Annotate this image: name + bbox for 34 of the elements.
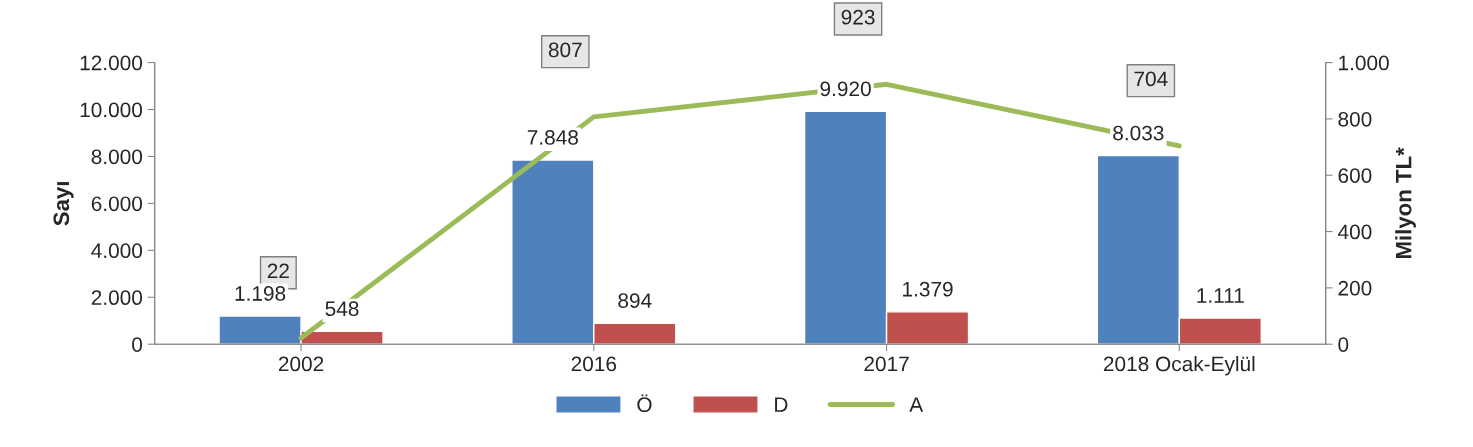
- data-label: 1.379: [903, 281, 953, 297]
- data-label: 894: [618, 293, 652, 308]
- y-tick-label: 4.000: [91, 243, 143, 259]
- data-label: 807: [548, 42, 582, 58]
- y-axis-title: Sayı: [53, 182, 74, 226]
- legend-label: A: [909, 397, 924, 412]
- data-label: 9.920: [820, 81, 871, 97]
- x-tick-label: 2002: [278, 356, 324, 372]
- data-label: 1.198: [235, 286, 286, 301]
- data-label: 7.848: [527, 130, 578, 145]
- y-tick-label: 12.000: [80, 55, 143, 71]
- y2-tick-label: 800: [1338, 111, 1372, 127]
- y-tick-label: 10.000: [80, 102, 143, 118]
- y-tick-label: 0: [132, 337, 143, 352]
- data-label: 704: [1134, 71, 1168, 87]
- x-tick-label: 2018 Ocak-Eylül: [1103, 356, 1255, 376]
- data-label: 8.033: [1113, 125, 1164, 141]
- data-label: 1.111: [1197, 288, 1244, 303]
- y-tick-label: 6.000: [91, 196, 143, 212]
- data-label: 22: [267, 263, 289, 279]
- y2-tick-label: 200: [1338, 280, 1372, 296]
- legend-label: Ö: [637, 394, 652, 413]
- y2-axis-title: Milyon TL*: [1395, 147, 1416, 259]
- y2-tick-label: 1.000: [1339, 55, 1389, 71]
- y2-tick-label: 600: [1338, 168, 1372, 183]
- data-label: 923: [841, 9, 875, 25]
- data-label: 548: [325, 301, 359, 317]
- y2-tick-label: 0: [1338, 337, 1349, 352]
- x-tick-label: 2017: [864, 356, 909, 372]
- legend-label: D: [775, 397, 788, 412]
- y2-tick-label: 400: [1337, 224, 1372, 240]
- y-tick-label: 8.000: [91, 149, 143, 165]
- y-tick-label: 2.000: [91, 290, 143, 306]
- x-tick-label: 2016: [571, 356, 617, 372]
